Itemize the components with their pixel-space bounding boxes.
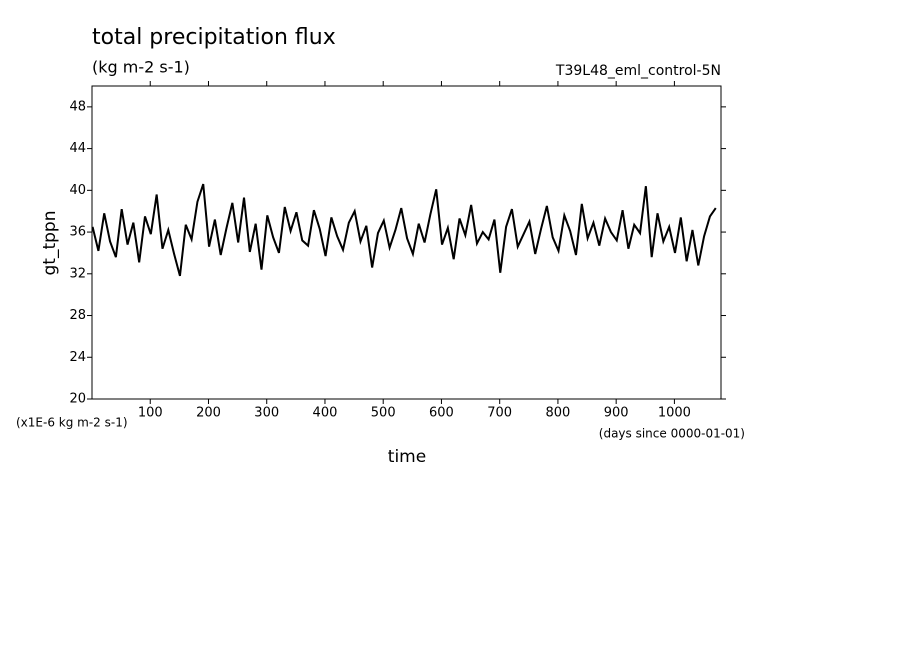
- x-tick-label: 400: [313, 406, 338, 421]
- x-tick-label: 200: [196, 406, 221, 421]
- chart-title: total precipitation flux: [92, 25, 336, 50]
- x-unit-note: (days since 0000-01-01): [599, 427, 745, 441]
- y-unit-note: (x1E-6 kg m-2 s-1): [16, 416, 128, 430]
- annotation: T39L48_eml_control-5N: [555, 63, 721, 79]
- y-tick-label: 24: [69, 350, 86, 365]
- y-tick-label: 44: [69, 141, 86, 156]
- x-tick-label: 800: [546, 406, 571, 421]
- y-tick-label: 36: [69, 225, 86, 240]
- x-tick-label: 300: [254, 406, 279, 421]
- plot-frame: [91, 85, 722, 400]
- y-axis-label: gt_tppn: [40, 211, 60, 276]
- x-tick-label: 900: [604, 406, 629, 421]
- data-line: [91, 183, 717, 277]
- y-tick-label: 32: [69, 266, 86, 281]
- x-tick-label: 1000: [658, 406, 691, 421]
- x-tick-label: 600: [429, 406, 454, 421]
- x-tick-label: 700: [487, 406, 512, 421]
- x-tick-label: 500: [371, 406, 396, 421]
- x-axis-label: time: [388, 447, 426, 467]
- chart-subtitle: (kg m-2 s-1): [92, 58, 190, 77]
- x-tick-label: 100: [138, 406, 163, 421]
- y-tick-label: 28: [69, 308, 86, 323]
- y-tick-label: 20: [69, 392, 86, 407]
- y-tick-label: 48: [69, 99, 86, 114]
- y-tick-label: 40: [69, 183, 86, 198]
